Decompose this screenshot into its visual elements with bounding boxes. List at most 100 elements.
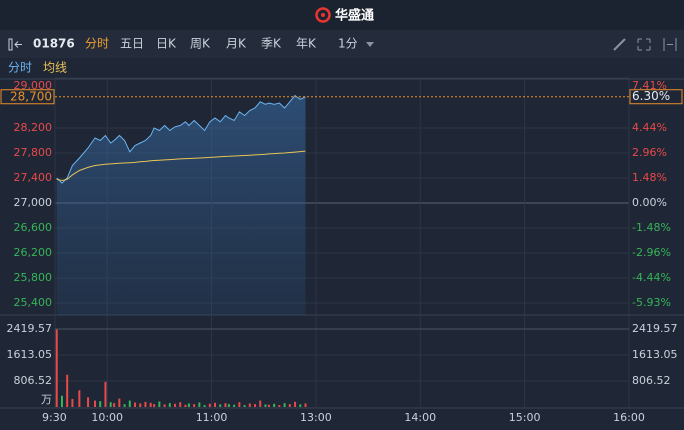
volume-bar — [203, 405, 206, 407]
reference-label: 28,700 — [10, 89, 52, 103]
volume-bar — [187, 403, 190, 407]
y-tick-label: 26,200 — [14, 246, 53, 259]
collapse-icon[interactable] — [8, 38, 22, 51]
volume-bar — [153, 404, 156, 407]
volume-bar — [267, 404, 270, 407]
volume-bar — [168, 403, 171, 407]
y-tick-label: 25,400 — [14, 296, 53, 309]
volume-bar — [264, 404, 267, 407]
y2-tick-label: 7.41% — [632, 79, 667, 92]
y-tick-label: 28,200 — [14, 121, 53, 134]
y-tick-label: 26,600 — [14, 221, 53, 234]
volume-bar — [149, 402, 152, 407]
area — [56, 95, 306, 315]
legend-label[interactable]: 分时 — [8, 61, 32, 75]
y2-tick-label: 4.44% — [632, 121, 667, 134]
x-tick-label: 13:00 — [300, 411, 332, 424]
period-tab[interactable]: 五日 — [120, 37, 144, 51]
y2-tick-label: 1.48% — [632, 171, 667, 184]
volume-unit: 万 — [41, 393, 52, 406]
logo-text: 华盛通 — [335, 8, 374, 24]
volume-bar — [104, 381, 107, 407]
y2-tick-label: 1613.05 — [632, 348, 678, 361]
volume-bar — [193, 404, 196, 407]
y-tick-label: 27,000 — [14, 196, 53, 209]
volume-bar — [273, 403, 276, 407]
volume-bar — [184, 404, 187, 407]
logo-icon — [315, 7, 331, 23]
line — [56, 94, 306, 184]
volume-bar — [78, 390, 81, 407]
y-tick-label: 27,800 — [14, 146, 53, 159]
period-tab[interactable]: 年K — [296, 37, 317, 51]
y2-tick-label: 2.96% — [632, 146, 667, 159]
volume-bar — [71, 398, 74, 407]
volume-bar — [139, 403, 142, 407]
y-tick-label: 27,400 — [14, 171, 53, 184]
volume-bar — [60, 395, 63, 407]
dropdown-arrow[interactable] — [366, 42, 374, 47]
x-tick-label: 16:00 — [613, 411, 645, 424]
reference-box — [629, 89, 683, 105]
legend-label[interactable]: 均线 — [43, 61, 67, 75]
volume-bar — [144, 401, 147, 407]
y-tick-label: 1613.05 — [7, 348, 53, 361]
reference-y2-label: 6.30% — [632, 89, 670, 103]
volume-bar — [243, 405, 246, 407]
volume-bar — [134, 402, 137, 407]
volume-bar — [55, 329, 58, 407]
fullscreen-icon[interactable] — [663, 38, 677, 51]
volume-bar — [227, 404, 230, 407]
y-tick-label: 806.52 — [14, 374, 53, 387]
volume-bar — [163, 404, 166, 407]
volume-bar — [99, 401, 102, 407]
volume-bar — [113, 403, 116, 407]
line — [56, 150, 306, 182]
x-tick-label: 10:00 — [91, 411, 123, 424]
y-tick-label: 29,000 — [14, 79, 53, 92]
period-tab[interactable]: 周K — [190, 37, 211, 51]
y2-tick-label: -4.44% — [632, 271, 671, 284]
period-tab[interactable]: 季K — [261, 37, 282, 51]
y2-tick-label: -5.93% — [632, 296, 671, 309]
x-tick-label: 9:30 — [42, 411, 67, 424]
y2-tick-label: 806.52 — [632, 374, 671, 387]
volume-bar — [304, 403, 307, 407]
x-tick-label: 14:00 — [404, 411, 436, 424]
volume-bar — [118, 398, 121, 407]
y2-tick-label: 2419.57 — [632, 322, 678, 335]
y2-tick-label: -2.96% — [632, 246, 671, 259]
volume-bar — [208, 403, 211, 407]
top-bar — [0, 0, 684, 30]
x-tick-label: 15:00 — [509, 411, 541, 424]
volume-bar — [233, 404, 236, 407]
volume-bar — [294, 401, 297, 407]
volume-bar — [248, 403, 251, 407]
y2-tick-label: 0.00% — [632, 196, 667, 209]
draw-icon[interactable] — [613, 38, 626, 51]
interval-select[interactable]: 1分 — [338, 37, 358, 51]
period-tab[interactable]: 分时 — [85, 37, 109, 51]
volume-bar — [174, 403, 177, 407]
y2-tick-label: -1.48% — [632, 221, 671, 234]
toolbar — [0, 30, 684, 58]
volume-bar — [94, 400, 97, 407]
period-tab[interactable]: 月K — [226, 37, 247, 51]
y-tick-label: 2419.57 — [7, 322, 53, 335]
reference-box — [0, 89, 55, 105]
volume-bar — [66, 374, 69, 407]
volume-bar — [179, 402, 182, 407]
volume-bar — [214, 402, 217, 407]
expand-icon[interactable] — [637, 38, 651, 51]
volume-bar — [198, 402, 201, 407]
stock-code: 01876 — [33, 37, 75, 51]
volume-bar — [128, 400, 131, 407]
volume-bar — [123, 404, 126, 407]
volume-bar — [158, 401, 161, 407]
volume-bar — [224, 403, 227, 407]
volume-bar — [288, 404, 291, 407]
period-tab[interactable]: 日K — [156, 37, 177, 51]
volume-bar — [87, 397, 90, 407]
volume-bar — [283, 403, 286, 407]
